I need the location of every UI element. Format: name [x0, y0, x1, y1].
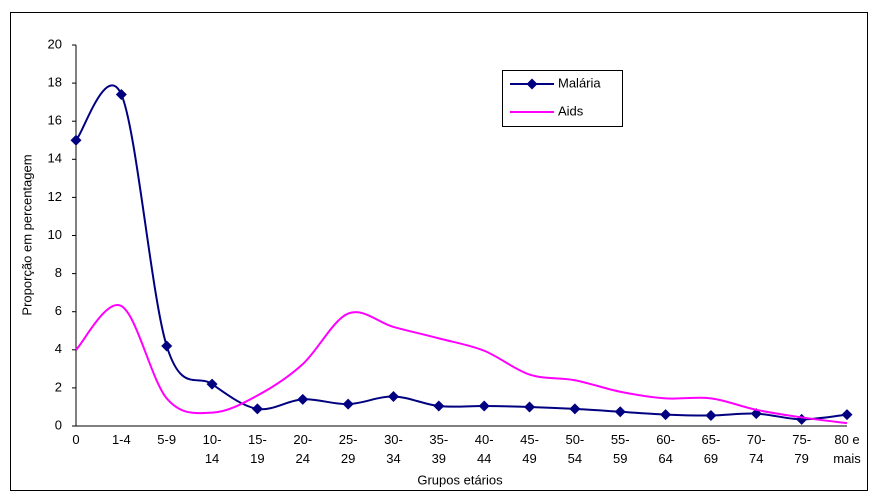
y-tick-label: 16: [48, 113, 62, 128]
y-tick-label: 6: [55, 303, 62, 318]
x-tick-label: 0: [72, 432, 79, 447]
line-series: [75, 304, 848, 425]
x-tick-label: 80 e mais: [833, 432, 861, 466]
y-tick-label: 14: [48, 151, 62, 166]
data-point: [524, 401, 536, 413]
data-point: [161, 340, 173, 352]
legend-label: Aids: [558, 103, 584, 118]
x-tick-label: 35-39: [429, 432, 448, 466]
y-tick-label: 18: [48, 75, 62, 90]
y-tick-label: 10: [48, 227, 62, 242]
data-point: [569, 403, 581, 415]
y-tick-label: 12: [48, 189, 62, 204]
y-tick-label: 2: [55, 379, 62, 394]
data-point: [660, 409, 672, 421]
data-point: [206, 378, 218, 390]
x-tick-label: 20-24: [293, 432, 312, 466]
x-tick-label: 25-29: [339, 432, 358, 466]
data-point: [297, 393, 309, 405]
x-tick-label: 5-9: [157, 432, 176, 447]
x-tick-label: 55-59: [611, 432, 630, 466]
data-point: [433, 400, 445, 412]
x-tick-label: 30-34: [384, 432, 403, 466]
x-tick-label: 45-49: [520, 432, 539, 466]
x-tick-label: 65-69: [702, 432, 721, 466]
x-tick-label: 10-14: [203, 432, 222, 466]
y-tick-label: 8: [55, 265, 62, 280]
legend-marker: [526, 78, 538, 90]
x-tick-label: 1-4: [112, 432, 131, 447]
data-point: [115, 89, 127, 101]
x-tick-label: 15-19: [248, 432, 267, 466]
y-tick-label: 0: [55, 417, 62, 432]
y-tick-label: 20: [48, 36, 62, 51]
x-tick-label: 60-64: [656, 432, 675, 466]
x-tick-label: 70-74: [747, 432, 766, 466]
legend-label: Malária: [558, 75, 601, 90]
data-point: [342, 398, 354, 410]
chart-frame: [10, 12, 868, 491]
y-tick-label: 4: [55, 341, 62, 356]
data-point: [705, 410, 717, 422]
data-point: [796, 413, 808, 425]
data-point: [478, 400, 490, 412]
data-point: [251, 403, 263, 415]
x-tick-label: 50-54: [565, 432, 584, 466]
legend-box: [502, 70, 623, 127]
data-point: [387, 390, 399, 402]
x-tick-label: 40-44: [475, 432, 494, 466]
x-axis-title: Grupos etários: [417, 472, 503, 487]
data-point: [841, 409, 853, 421]
data-point: [70, 134, 82, 146]
line-series: [75, 84, 848, 421]
x-tick-label: 75-79: [792, 432, 811, 466]
y-axis-title: Proporção em percentagem: [19, 154, 34, 315]
data-point: [614, 406, 626, 418]
